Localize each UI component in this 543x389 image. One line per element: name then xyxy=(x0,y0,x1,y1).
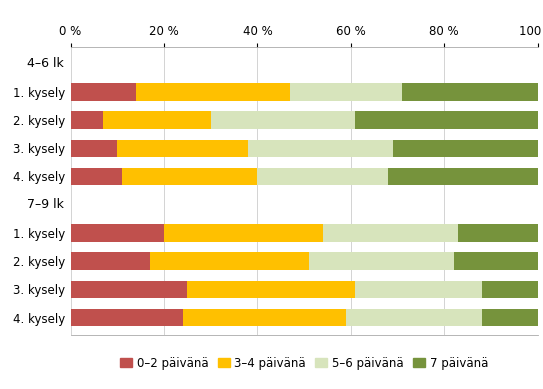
Bar xyxy=(136,83,290,101)
Bar xyxy=(257,168,388,185)
Bar xyxy=(248,140,393,157)
Bar xyxy=(150,252,309,270)
Bar xyxy=(309,252,453,270)
Bar xyxy=(393,140,538,157)
Bar xyxy=(164,224,323,242)
Bar xyxy=(71,224,164,242)
Bar xyxy=(71,140,117,157)
Bar xyxy=(71,252,150,270)
Bar xyxy=(402,83,538,101)
Bar xyxy=(356,280,482,298)
Bar xyxy=(458,224,538,242)
Bar xyxy=(71,168,122,185)
Bar xyxy=(482,309,538,326)
Bar xyxy=(117,140,248,157)
Bar xyxy=(346,309,482,326)
Bar xyxy=(211,111,356,129)
Bar xyxy=(71,280,187,298)
Bar xyxy=(356,111,542,129)
Bar xyxy=(71,83,136,101)
Bar xyxy=(182,309,346,326)
Bar xyxy=(187,280,356,298)
Bar xyxy=(71,309,182,326)
Bar xyxy=(290,83,402,101)
Bar xyxy=(323,224,458,242)
Bar xyxy=(122,168,257,185)
Bar xyxy=(453,252,538,270)
Bar xyxy=(103,111,211,129)
Bar xyxy=(388,168,542,185)
Text: 7–9 lk: 7–9 lk xyxy=(27,198,64,211)
Text: 4–6 lk: 4–6 lk xyxy=(27,57,64,70)
Bar xyxy=(71,111,103,129)
Bar xyxy=(482,280,538,298)
Legend: 0–2 päivänä, 3–4 päivänä, 5–6 päivänä, 7 päivänä: 0–2 päivänä, 3–4 päivänä, 5–6 päivänä, 7… xyxy=(116,352,493,374)
